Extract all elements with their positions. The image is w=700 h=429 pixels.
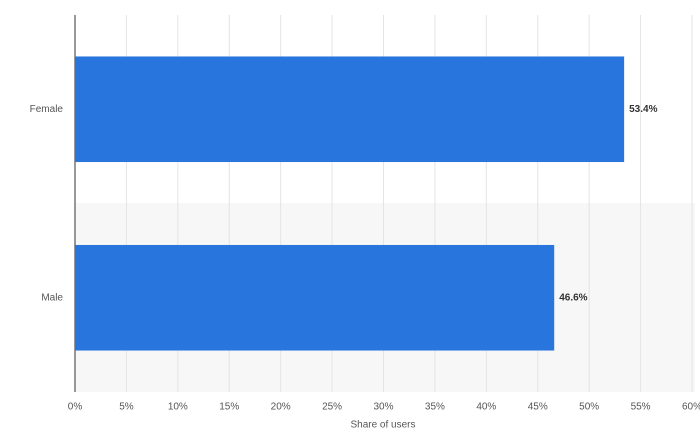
x-tick-label: 30% — [373, 402, 393, 413]
x-tick-label: 35% — [425, 402, 445, 413]
x-tick-label: 10% — [168, 402, 188, 413]
bar — [75, 56, 625, 163]
x-tick-label: 55% — [631, 402, 651, 413]
x-tick-label: 20% — [271, 402, 291, 413]
value-label: 46.6% — [559, 292, 587, 303]
x-tick-label: 25% — [322, 402, 342, 413]
x-tick-label: 5% — [119, 402, 134, 413]
bar — [75, 244, 555, 351]
y-tick-label: Female — [30, 104, 64, 115]
x-tick-label: 60% — [682, 402, 700, 413]
value-label: 53.4% — [629, 104, 657, 115]
x-tick-label: 50% — [579, 402, 599, 413]
x-tick-label: 40% — [476, 402, 496, 413]
x-tick-label: 45% — [528, 402, 548, 413]
x-tick-label: 0% — [68, 402, 83, 413]
x-tick-label: 15% — [219, 402, 239, 413]
x-axis-label: Share of users — [350, 420, 415, 429]
y-tick-label: Male — [41, 292, 63, 303]
